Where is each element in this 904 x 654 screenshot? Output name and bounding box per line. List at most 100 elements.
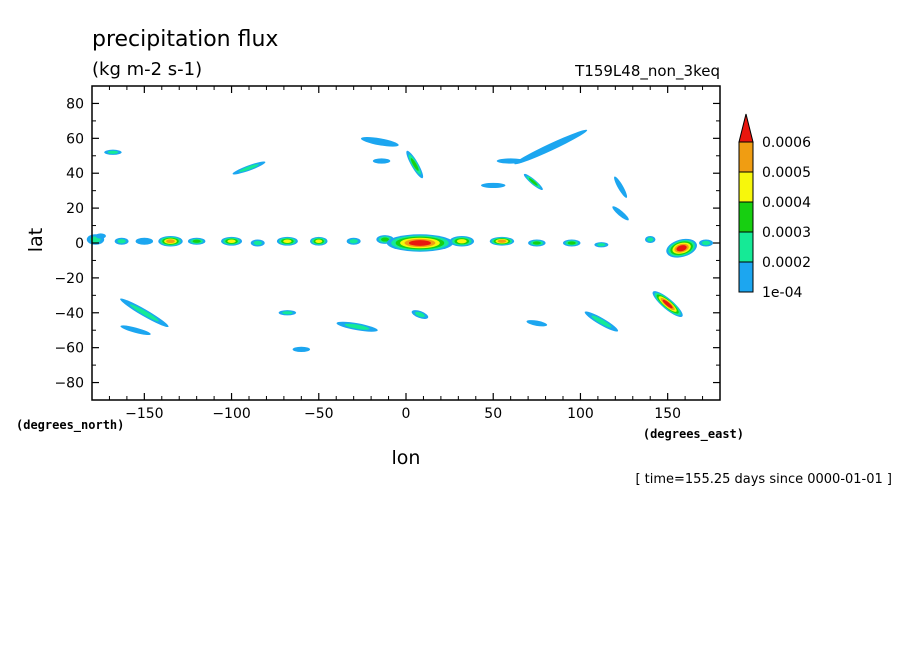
- y-axis-label: lat: [25, 228, 47, 252]
- colorbar-segment: [738, 261, 754, 293]
- precip-contour-11-5: [408, 240, 432, 246]
- precip-contour-12-3: [456, 239, 467, 244]
- precip-contour-36-0: [526, 320, 548, 327]
- precip-feature-38: [652, 291, 683, 318]
- precip-feature-19: [699, 239, 714, 247]
- time-label: [ time=155.25 days since 0000-01-01 ]: [635, 472, 892, 487]
- y-tick-label: −20: [54, 271, 84, 287]
- precip-contour-2-0: [135, 237, 154, 245]
- precip-feature-7: [276, 236, 298, 246]
- precip-feature-11: [386, 234, 454, 252]
- precip-feature-3: [158, 236, 183, 247]
- precip-feature-29: [614, 176, 628, 198]
- precipitation-field: [86, 129, 714, 353]
- precip-feature-40: [95, 233, 106, 239]
- precip-contour-21-1: [239, 164, 259, 172]
- precip-feature-20: [104, 149, 122, 155]
- precip-contour-31-1: [129, 304, 159, 322]
- precip-contour-4-2: [192, 239, 201, 243]
- precip-feature-33: [278, 310, 297, 316]
- x-tick-label: 150: [654, 406, 681, 422]
- precip-feature-6: [250, 239, 265, 247]
- precip-contour-24-0: [372, 158, 391, 164]
- chart-title: precipitation flux: [92, 27, 278, 52]
- precip-contour-22-0: [360, 137, 399, 147]
- colorbar-segment: [738, 171, 754, 203]
- colorbar-label: 0.0006: [762, 135, 811, 151]
- x-axis-ticks: −150 −100 −50 0 50 100 150: [108, 86, 704, 422]
- precip-feature-12: [449, 236, 475, 247]
- precip-contour-26-0: [496, 158, 525, 164]
- y-tick-label: 0: [75, 236, 84, 252]
- precip-contour-18-5: [676, 245, 687, 252]
- colorbar-label: 0.0002: [762, 255, 811, 271]
- precip-contour-27-2: [528, 178, 538, 186]
- x-tick-label: −50: [304, 406, 334, 422]
- colorbar-extend-arrow: [738, 113, 754, 143]
- precip-contour-6-1: [253, 240, 262, 246]
- precip-contour-38-5: [662, 299, 673, 309]
- run-label: T159L48_non_3keq: [574, 62, 720, 81]
- colorbar-label: 0.0005: [762, 165, 811, 181]
- y-tick-label: 40: [66, 166, 84, 182]
- precip-feature-4: [187, 237, 206, 245]
- x-tick-label: 50: [484, 406, 502, 422]
- precip-feature-1: [114, 237, 129, 245]
- precip-contour-16-1: [597, 243, 606, 247]
- precip-contour-20-1: [107, 150, 119, 154]
- precip-contour-30-0: [612, 206, 629, 221]
- precip-contour-23-2: [410, 158, 419, 171]
- precip-feature-36: [526, 320, 548, 327]
- precip-feature-14: [528, 239, 546, 247]
- precip-contour-7-3: [283, 239, 292, 243]
- precip-feature-5: [221, 236, 243, 246]
- chart-units: (kg m-2 s-1): [92, 59, 202, 80]
- precip-feature-13: [489, 236, 515, 246]
- precip-contour-25-0: [514, 129, 588, 165]
- precip-contour-15-2: [567, 241, 576, 245]
- precip-feature-21: [232, 161, 266, 175]
- colorbar-segment: [738, 231, 754, 263]
- precip-feature-26: [496, 158, 525, 164]
- precip-contour-3-4: [166, 239, 175, 244]
- precip-feature-22: [360, 137, 399, 147]
- precip-feature-9: [346, 237, 361, 245]
- precip-feature-32: [120, 325, 151, 336]
- x-tick-label: −100: [212, 406, 250, 422]
- precip-feature-28: [481, 182, 506, 189]
- y-axis-ticks: −80 −60 −40 −20 0 20 40 60 80: [54, 96, 720, 392]
- precip-contour-34-1: [344, 323, 370, 330]
- precip-contour-39-0: [292, 346, 311, 353]
- colorbar-label: 0.0004: [762, 195, 811, 211]
- colorbar-segment: [738, 141, 754, 173]
- y-tick-label: 20: [66, 201, 84, 217]
- precip-feature-8: [310, 236, 328, 246]
- precip-contour-35-1: [414, 311, 425, 318]
- colorbar-label: 1e-04: [762, 285, 802, 301]
- precip-contour-33-1: [282, 311, 293, 315]
- precip-feature-15: [563, 239, 581, 247]
- precip-feature-35: [411, 310, 429, 319]
- precip-feature-27: [523, 173, 543, 191]
- precip-feature-16: [594, 242, 609, 248]
- y-tick-label: 80: [66, 96, 84, 112]
- precip-contour-17-1: [647, 237, 654, 242]
- precip-contour-10-2: [380, 237, 390, 242]
- precip-feature-18: [666, 238, 697, 258]
- precip-contour-13-4: [497, 239, 507, 243]
- precip-feature-31: [120, 298, 169, 328]
- colorbar-segment: [738, 201, 754, 233]
- precip-feature-25: [514, 129, 588, 165]
- precip-feature-17: [644, 236, 656, 243]
- precip-feature-39: [292, 346, 311, 353]
- y-unit-label: (degrees_north): [16, 418, 124, 433]
- x-unit-label: (degrees_east): [643, 427, 744, 442]
- precip-contour-37-1: [591, 315, 612, 328]
- precip-feature-30: [612, 206, 629, 221]
- precip-contour-19-1: [701, 240, 711, 246]
- colorbar: 1e-04 0.0002 0.0003 0.0004 0.0005 0.0006: [738, 113, 811, 301]
- precip-contour-5-3: [227, 239, 236, 243]
- precip-contour-28-0: [481, 182, 506, 189]
- x-tick-label: 0: [402, 406, 411, 422]
